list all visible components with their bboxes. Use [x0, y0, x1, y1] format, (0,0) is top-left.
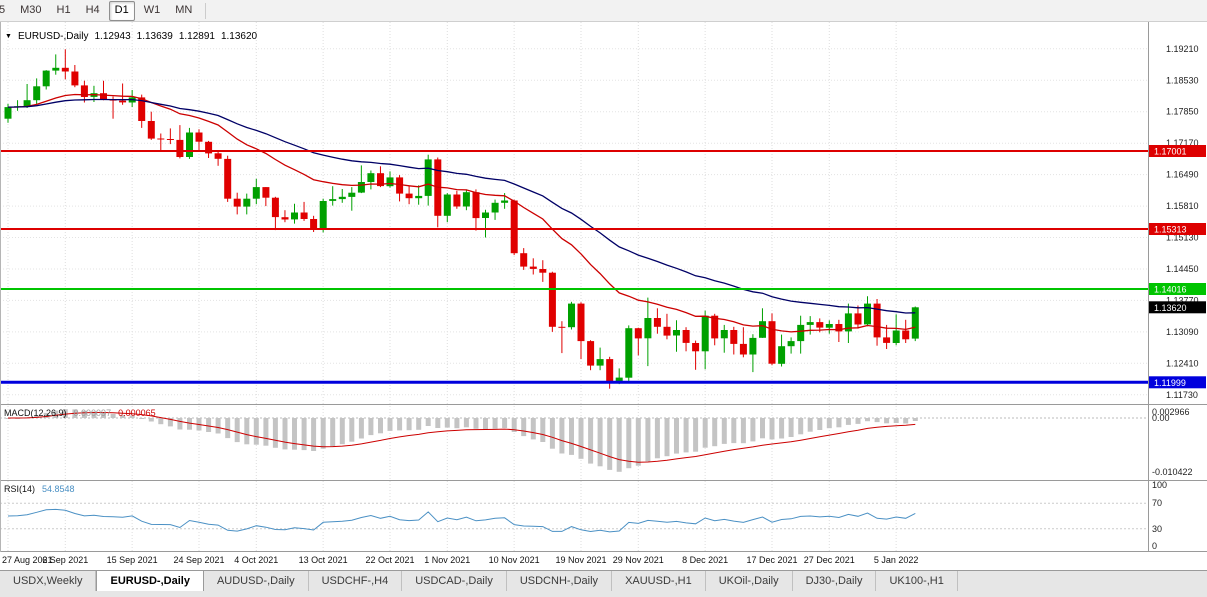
- svg-text:1.17850: 1.17850: [1166, 107, 1199, 117]
- svg-text:-0.010422: -0.010422: [1152, 467, 1193, 477]
- price-tag: 1.17001: [1149, 145, 1206, 157]
- date-axis-label: 29 Nov 2021: [612, 555, 664, 565]
- svg-text:1.19210: 1.19210: [1166, 44, 1199, 54]
- rsi-indicator-label: RSI(14) 54.8548: [4, 484, 75, 494]
- svg-text:1.15810: 1.15810: [1166, 201, 1199, 211]
- chart-tab[interactable]: USDCHF-,H4: [309, 571, 403, 591]
- rsi-name: RSI(14): [4, 484, 36, 494]
- date-axis-label: 24 Sep 2021: [173, 555, 225, 565]
- date-axis-label: 19 Nov 2021: [555, 555, 607, 565]
- svg-text:1.13770: 1.13770: [1166, 295, 1199, 305]
- ohlc-close: 1.13620: [220, 31, 258, 42]
- svg-text:0.002966: 0.002966: [1152, 407, 1190, 417]
- chart-tab[interactable]: USDX,Weekly: [0, 571, 97, 591]
- svg-text:1.16490: 1.16490: [1166, 170, 1199, 180]
- date-axis-label: 6 Sep 2021: [42, 555, 89, 565]
- svg-text:0.00: 0.00: [1152, 413, 1170, 423]
- timeframe-button-H4[interactable]: H4: [85, 3, 100, 16]
- svg-text:1.13090: 1.13090: [1166, 327, 1199, 337]
- date-axis: 27 Aug 2021 6 Sep 2021 15 Sep 2021 24 Sep 2…: [0, 552, 1148, 570]
- chart-tab[interactable]: AUDUSD-,Daily: [204, 571, 309, 591]
- date-axis-label: 8 Dec 2021: [682, 555, 729, 565]
- macd-name: MACD(12,26,9): [4, 408, 67, 418]
- rsi-value: 54.8548: [42, 484, 75, 494]
- moving-average-line: [7, 98, 916, 314]
- timeframe-button-D1[interactable]: D1: [108, 0, 135, 21]
- ohlc-open: 1.12943: [94, 31, 131, 42]
- timeframe-toolbar: 5 M30 H1 H4 D1 W1 MN: [0, 0, 1207, 22]
- date-axis-label: 27 Aug 2021: [2, 555, 53, 565]
- svg-text:1.13620: 1.13620: [1154, 303, 1187, 313]
- macd-main-value: 0.000097: [73, 408, 112, 418]
- svg-text:30: 30: [1152, 524, 1162, 534]
- svg-text:1.11999: 1.11999: [1154, 378, 1186, 388]
- chart-tab[interactable]: DJ30-,Daily: [793, 571, 877, 591]
- timeframe-button-M30[interactable]: M30: [20, 3, 42, 16]
- svg-text:1.17001: 1.17001: [1154, 146, 1187, 156]
- chart-window[interactable]: 1.19210 1.18530 1.17850 1.17170 1.16490 1.158…: [0, 22, 1207, 552]
- date-axis-label: 5 Jan 2022: [873, 555, 919, 565]
- price-tag: 1.14016: [1149, 283, 1206, 295]
- svg-text:1.12410: 1.12410: [1166, 358, 1199, 368]
- price-tag: 1.13620: [1149, 301, 1206, 314]
- grid-layer: [0, 22, 1148, 552]
- svg-text:1.18530: 1.18530: [1166, 75, 1199, 85]
- svg-text:1.15130: 1.15130: [1166, 233, 1199, 243]
- chart-tab[interactable]: UKOil-,Daily: [706, 571, 793, 591]
- svg-text:100: 100: [1152, 480, 1167, 490]
- date-axis-label: 13 Oct 2021: [298, 555, 348, 565]
- macd-histogram: [5, 409, 918, 472]
- timeframe-button-W1[interactable]: W1: [143, 3, 161, 16]
- macd-signal-value: 0.000065: [118, 408, 156, 418]
- svg-text:1.15313: 1.15313: [1154, 225, 1187, 235]
- svg-text:70: 70: [1152, 498, 1162, 508]
- moving-average-line: [7, 93, 916, 333]
- price-tag: 1.11999: [1149, 376, 1206, 389]
- svg-text:0: 0: [1152, 541, 1157, 551]
- chart-title: ▼ EURUSD-,Daily 1.12943 1.13639 1.12891 …: [5, 31, 257, 42]
- macd-indicator-label: MACD(12,26,9) 0.000097 0.000065: [4, 408, 156, 418]
- rsi-line: [7, 508, 916, 533]
- svg-text:1.11730: 1.11730: [1166, 390, 1198, 400]
- date-axis-label: 4 Oct 2021: [234, 555, 279, 565]
- chart-tab[interactable]: USDCAD-,Daily: [402, 571, 507, 591]
- ohlc-low: 1.12891: [178, 31, 215, 42]
- timeframe-button-H1[interactable]: H1: [56, 3, 71, 16]
- date-axis-label: 10 Nov 2021: [488, 555, 540, 565]
- svg-text:1.14450: 1.14450: [1166, 264, 1199, 274]
- date-axis-label: 1 Nov 2021: [424, 555, 471, 565]
- date-axis-label: 15 Sep 2021: [106, 555, 158, 565]
- chart-symbol-timeframe: EURUSD-,Daily: [17, 31, 89, 42]
- ohlc-high: 1.13639: [136, 31, 173, 42]
- candles-layer: [4, 49, 919, 389]
- price-tag: 1.15313: [1149, 223, 1206, 235]
- macd-signal-line: [8, 412, 916, 463]
- timeframe-button-5[interactable]: 5: [0, 3, 6, 16]
- svg-text:1.14016: 1.14016: [1154, 285, 1187, 295]
- svg-text:1.17170: 1.17170: [1166, 138, 1199, 148]
- chart-canvas[interactable]: 1.19210 1.18530 1.17850 1.17170 1.16490 1.158…: [0, 22, 1207, 552]
- chart-tab-bar: USDX,Weekly EURUSD-,Daily AUDUSD-,Daily USD…: [0, 570, 1207, 597]
- timeframe-button-MN[interactable]: MN: [175, 3, 193, 16]
- chart-tab[interactable]: EURUSD-,Daily: [96, 571, 204, 591]
- date-axis-label: 22 Oct 2021: [365, 555, 415, 565]
- toolbar-separator: [205, 2, 207, 19]
- chart-tab[interactable]: UK100-,H1: [876, 571, 958, 591]
- date-axis-label: 17 Dec 2021: [746, 555, 798, 565]
- chart-dropdown-icon[interactable]: ▼: [5, 32, 12, 40]
- chart-tab[interactable]: USDCNH-,Daily: [507, 571, 613, 591]
- price-axis: 1.19210 1.18530 1.17850 1.17170 1.16490 1.158…: [1152, 44, 1199, 551]
- chart-tab[interactable]: XAUUSD-,H1: [612, 571, 706, 591]
- date-axis-label: 27 Dec 2021: [803, 555, 855, 565]
